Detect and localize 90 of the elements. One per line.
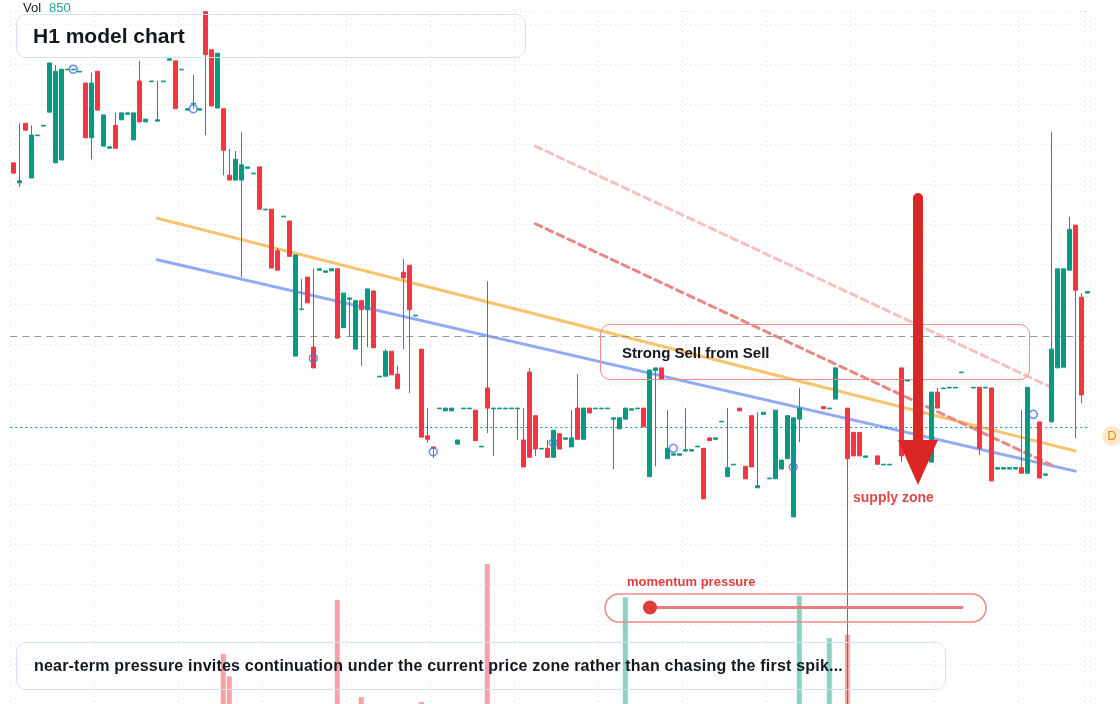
candlestick	[485, 280, 490, 434]
point	[308, 353, 319, 363]
candlestick	[371, 290, 376, 349]
candlestick	[227, 148, 232, 181]
candlestick	[719, 420, 724, 423]
candlestick	[713, 437, 718, 440]
candlestick	[989, 387, 994, 482]
point	[668, 443, 679, 454]
point	[188, 103, 199, 114]
candlestick	[545, 439, 550, 458]
candlestick	[473, 409, 478, 442]
candlestick	[359, 300, 364, 367]
point	[68, 64, 79, 74]
annotation: supply zone	[851, 489, 936, 505]
candlestick	[899, 367, 904, 463]
candlestick	[833, 367, 838, 400]
candlestick	[863, 455, 868, 458]
candlestick	[1073, 224, 1078, 439]
candlestick	[353, 300, 358, 350]
candlestick	[71, 68, 76, 71]
candlestick	[11, 162, 16, 174]
candlestick	[1019, 409, 1024, 474]
annotation: Vol 850	[23, 0, 71, 15]
bar	[484, 564, 490, 704]
bar	[418, 701, 424, 704]
candlestick	[77, 70, 82, 73]
candlestick	[707, 437, 712, 442]
candlestick	[137, 60, 142, 123]
candlestick	[641, 407, 646, 428]
candlestick	[935, 387, 940, 409]
annotation: near-term pressure invites continuation under the current price zone rather than chasing the first spik...	[34, 657, 843, 675]
candlestick	[479, 445, 484, 448]
text: H1 model chart	[33, 24, 185, 48]
candlestick	[875, 455, 880, 465]
point	[1028, 409, 1039, 420]
candlestick	[587, 407, 592, 414]
candlestick	[1079, 292, 1084, 404]
point	[788, 462, 799, 472]
candlestick	[305, 276, 310, 304]
candlestick	[539, 447, 544, 450]
candlestick	[167, 58, 172, 61]
bar	[358, 697, 364, 704]
candlestick	[1043, 473, 1048, 476]
candlestick	[1037, 421, 1042, 479]
candlestick	[959, 371, 964, 374]
candlestick	[263, 208, 268, 211]
candlestick	[455, 439, 460, 445]
candlestick	[143, 118, 148, 123]
candlestick	[113, 112, 118, 149]
candlestick	[221, 108, 226, 176]
candlestick	[737, 407, 742, 412]
candlestick	[155, 80, 160, 122]
candlestick	[41, 124, 46, 127]
point	[548, 437, 559, 448]
candlestick	[905, 379, 910, 382]
candlestick	[977, 386, 982, 456]
candlestick	[413, 314, 418, 317]
candlestick	[659, 367, 664, 380]
candlestick	[149, 80, 154, 83]
candlestick	[701, 447, 706, 500]
candlestick	[311, 268, 316, 369]
candlestick	[23, 122, 28, 131]
candlestick	[761, 411, 766, 415]
candlestick	[731, 463, 736, 466]
candlestick	[557, 433, 562, 450]
candlestick	[971, 386, 976, 389]
candlestick	[287, 220, 292, 257]
candlestick	[83, 82, 88, 139]
candlestick	[365, 288, 370, 348]
candlestick	[1085, 291, 1090, 294]
candlestick	[17, 122, 22, 188]
text: D	[1102, 426, 1120, 446]
candlestick	[215, 52, 220, 109]
candlestick	[821, 406, 826, 410]
candlestick	[251, 172, 256, 175]
candlestick	[695, 445, 700, 448]
candlestick	[983, 386, 988, 389]
candlestick	[335, 268, 340, 339]
candlestick	[95, 70, 100, 111]
candlestick	[191, 74, 196, 110]
candlestick	[161, 80, 166, 83]
candlestick	[827, 407, 832, 410]
candlestick	[179, 68, 184, 71]
candlestick	[89, 72, 94, 160]
candlestick	[173, 60, 178, 110]
candlestick	[197, 108, 202, 111]
annotation: momentum pressure	[627, 574, 756, 589]
candlestick	[257, 166, 262, 210]
candlestick	[281, 215, 286, 218]
candlestick	[575, 373, 580, 440]
